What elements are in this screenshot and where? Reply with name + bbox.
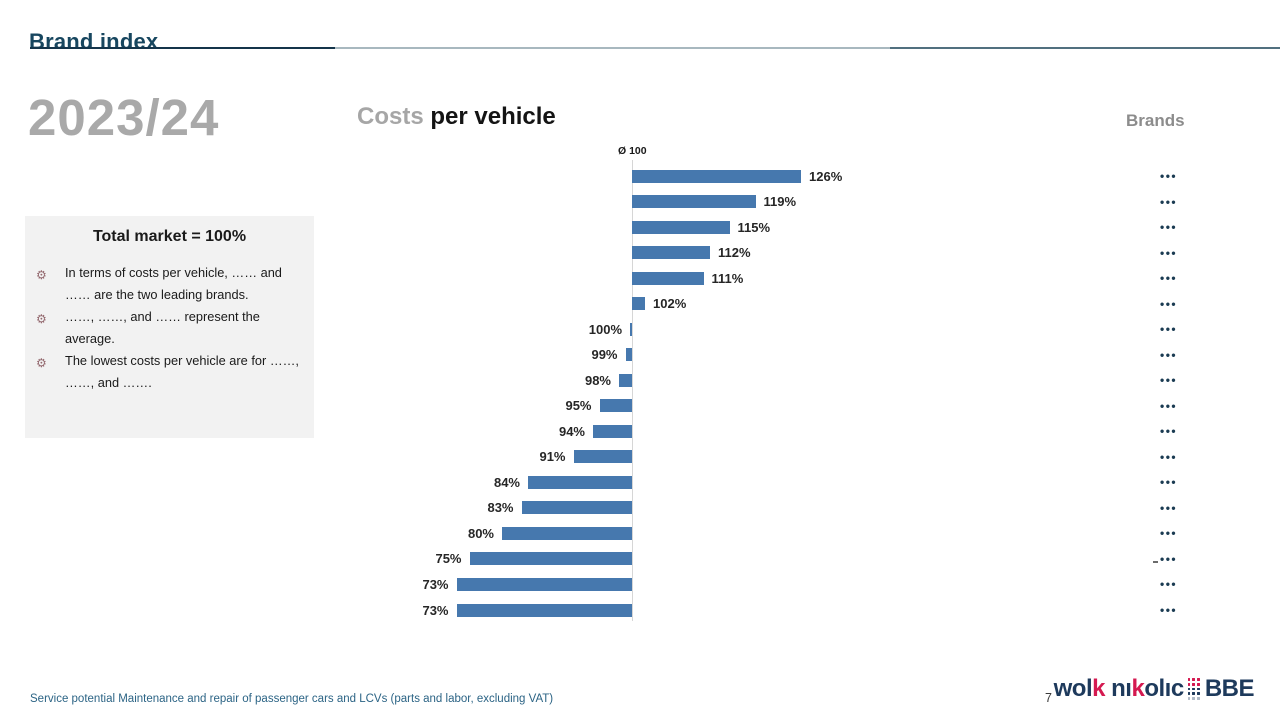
brand-row: •••	[1160, 296, 1178, 311]
summary-bullet-list: ⚙ In terms of costs per vehicle, …… and …	[25, 262, 314, 394]
brand-row: •••	[1160, 322, 1178, 337]
axis-baseline-line	[632, 160, 633, 621]
brand-row: •••	[1160, 194, 1178, 209]
summary-box: Total market = 100% ⚙ In terms of costs …	[25, 216, 314, 438]
bar	[632, 297, 645, 311]
bar	[469, 552, 632, 566]
bar-value-label: 98%	[584, 372, 611, 388]
source-note: Service potential Maintenance and repair…	[30, 693, 554, 705]
brand-row: •••	[1160, 347, 1178, 362]
gear-bullet-icon: ⚙	[36, 356, 47, 370]
bar-value-label: 100%	[588, 321, 622, 337]
bar-value-label: 99%	[591, 347, 618, 363]
gear-bullet-icon: ⚙	[36, 268, 47, 282]
title-divider	[30, 47, 1280, 49]
bar	[632, 271, 704, 285]
summary-bullet-text: ……, ……, and …… represent the average.	[65, 309, 260, 346]
bar-value-label: 95%	[565, 398, 592, 414]
bar	[619, 373, 632, 387]
logo-text: nı	[1104, 675, 1132, 702]
logo-text-accent: k	[1092, 675, 1105, 702]
brand-row: •••	[1160, 551, 1178, 566]
summary-box-title: Total market = 100%	[92, 228, 247, 245]
brand-row: •••	[1160, 424, 1178, 439]
bar	[573, 450, 632, 464]
bar-value-label: 111%	[711, 270, 744, 286]
axis-baseline-label: Ø 100	[618, 145, 647, 157]
bar-value-label: 94%	[558, 423, 585, 439]
bar	[502, 526, 632, 540]
summary-bullet-text: The lowest costs per vehicle are for ……,…	[65, 353, 299, 390]
bar-value-label: 102%	[653, 296, 687, 312]
chart-title-main: per vehicle	[430, 103, 556, 130]
brand-row: •••	[1160, 245, 1178, 260]
bar	[528, 475, 632, 489]
brand-row: •••	[1160, 500, 1178, 515]
brand-row: •••	[1160, 603, 1178, 617]
brand-row: •••	[1160, 449, 1178, 464]
company-logo: wol k nı k olıc BBE	[1053, 674, 1255, 704]
period-label: 2023/24	[28, 89, 220, 146]
divider-segment-light	[335, 47, 890, 49]
bar-value-label: 112%	[718, 245, 751, 261]
bar-value-label: 115%	[737, 219, 771, 235]
logo-dots-icon	[1187, 678, 1200, 700]
bar-value-label: 83%	[487, 500, 514, 516]
page-title: Brand index	[29, 28, 159, 54]
bar	[593, 424, 632, 438]
bar-value-label: 75%	[435, 551, 462, 567]
brand-row: •••	[1160, 169, 1178, 183]
bar	[632, 169, 801, 183]
bar	[456, 577, 632, 591]
chart-title: Costs per vehicle	[357, 103, 556, 131]
logo-text-bbe: BBE	[1204, 675, 1255, 702]
brands-column-header: Brands	[1126, 111, 1185, 130]
bar-value-label: 119%	[763, 194, 797, 210]
bar	[599, 399, 632, 413]
bar	[625, 348, 632, 362]
divider-segment-slate	[890, 47, 1280, 49]
logo-text: olıc	[1144, 675, 1184, 702]
summary-bullet: ⚙ In terms of costs per vehicle, …… and …	[25, 262, 314, 306]
bar-value-label: 84%	[493, 474, 520, 490]
brand-row: •••	[1160, 577, 1178, 592]
chart-title-prefix: Costs	[357, 103, 424, 130]
divider-segment-dark	[30, 47, 335, 49]
dash-mark	[1153, 561, 1158, 563]
brand-row: •••	[1160, 271, 1178, 286]
summary-bullet-text: In terms of costs per vehicle, …… and ………	[65, 265, 282, 302]
brand-row: •••	[1160, 526, 1178, 541]
bar-value-label: 91%	[539, 449, 566, 465]
bar-value-label: 80%	[467, 525, 494, 541]
summary-bullet: ⚙ ……, ……, and …… represent the average.	[25, 306, 314, 350]
bar-value-label: 73%	[422, 576, 449, 592]
bar	[521, 501, 632, 515]
bar-value-label: 126%	[809, 168, 843, 184]
logo-text: wol	[1053, 675, 1093, 702]
gear-bullet-icon: ⚙	[36, 312, 47, 326]
brand-row: •••	[1160, 398, 1178, 413]
bar	[630, 322, 632, 336]
bar	[632, 246, 710, 260]
bar	[456, 603, 632, 617]
bar	[632, 195, 756, 209]
bar	[632, 220, 730, 234]
brand-row: •••	[1160, 475, 1178, 490]
page-number: 7	[1045, 691, 1052, 705]
bar-value-label: 73%	[422, 602, 449, 618]
brand-row: •••	[1160, 220, 1178, 235]
brand-row: •••	[1160, 373, 1178, 388]
logo-text-accent: k	[1131, 675, 1145, 702]
summary-bullet: ⚙ The lowest costs per vehicle are for ……	[25, 350, 314, 394]
